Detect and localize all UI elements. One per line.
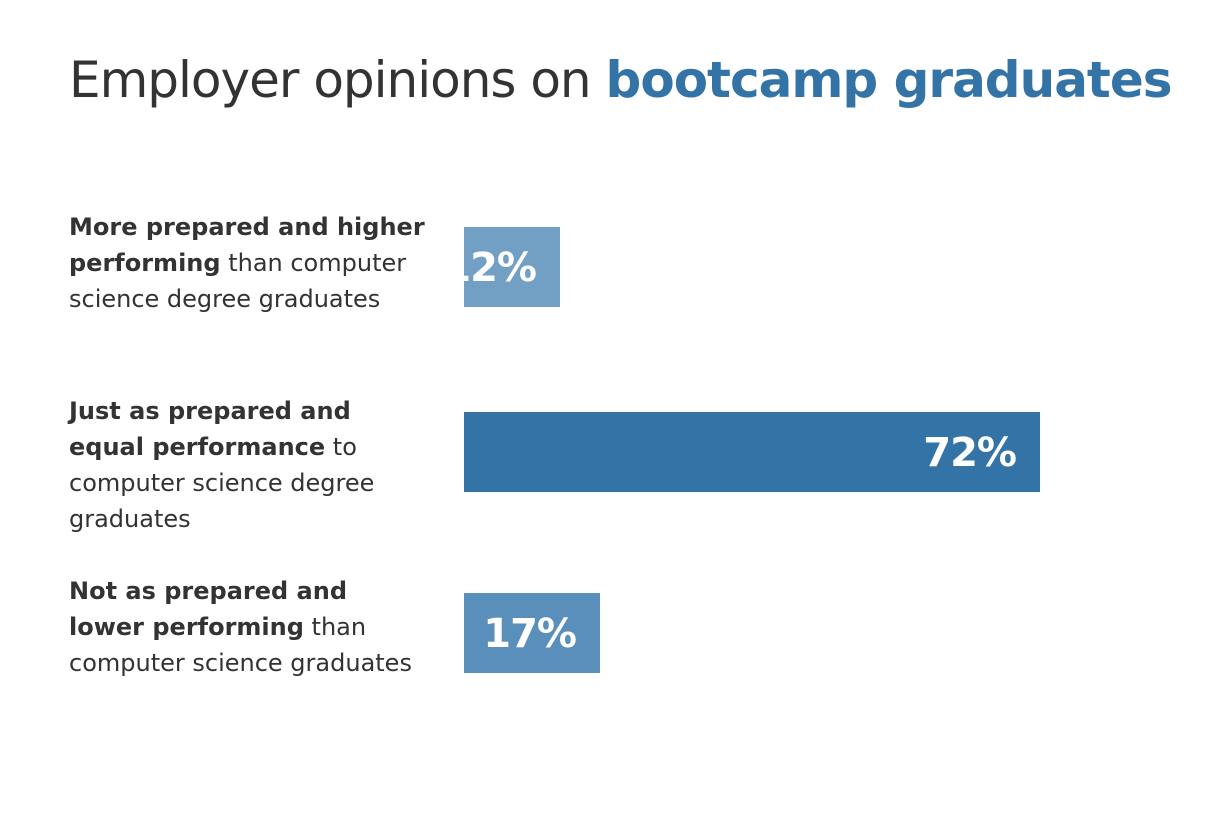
category-label-1: More prepared and higher performing than… [69, 209, 429, 317]
bar-3 [464, 593, 600, 673]
category-label-1-rest: than computer science degree graduates [69, 249, 407, 313]
category-label-3-rest: than computer science graduates [69, 613, 412, 677]
chart-title-prefix: Employer opinions on [69, 51, 592, 109]
chart-title: Employer opinions on bootcamp graduates [69, 50, 1173, 110]
bar-value-label-3: 17% [483, 611, 576, 657]
bar-2 [464, 412, 1040, 492]
category-label-2-rest: to computer science degree graduates [69, 433, 375, 533]
category-label-2-bold: Just as prepared and equal performance [69, 397, 351, 461]
category-label-3-bold: Not as prepared and lower performing [69, 577, 348, 641]
bar-value-label-2: 72% [923, 430, 1016, 476]
category-label-2: Just as prepared and equal performance t… [69, 393, 429, 537]
category-label-1-bold: More prepared and higher performing [69, 213, 425, 277]
bar-1 [464, 227, 560, 307]
category-label-3: Not as prepared and lower performing tha… [69, 573, 429, 681]
bar-value-label-1: 12% [443, 245, 536, 291]
chart-title-accent: bootcamp graduates [605, 51, 1173, 109]
